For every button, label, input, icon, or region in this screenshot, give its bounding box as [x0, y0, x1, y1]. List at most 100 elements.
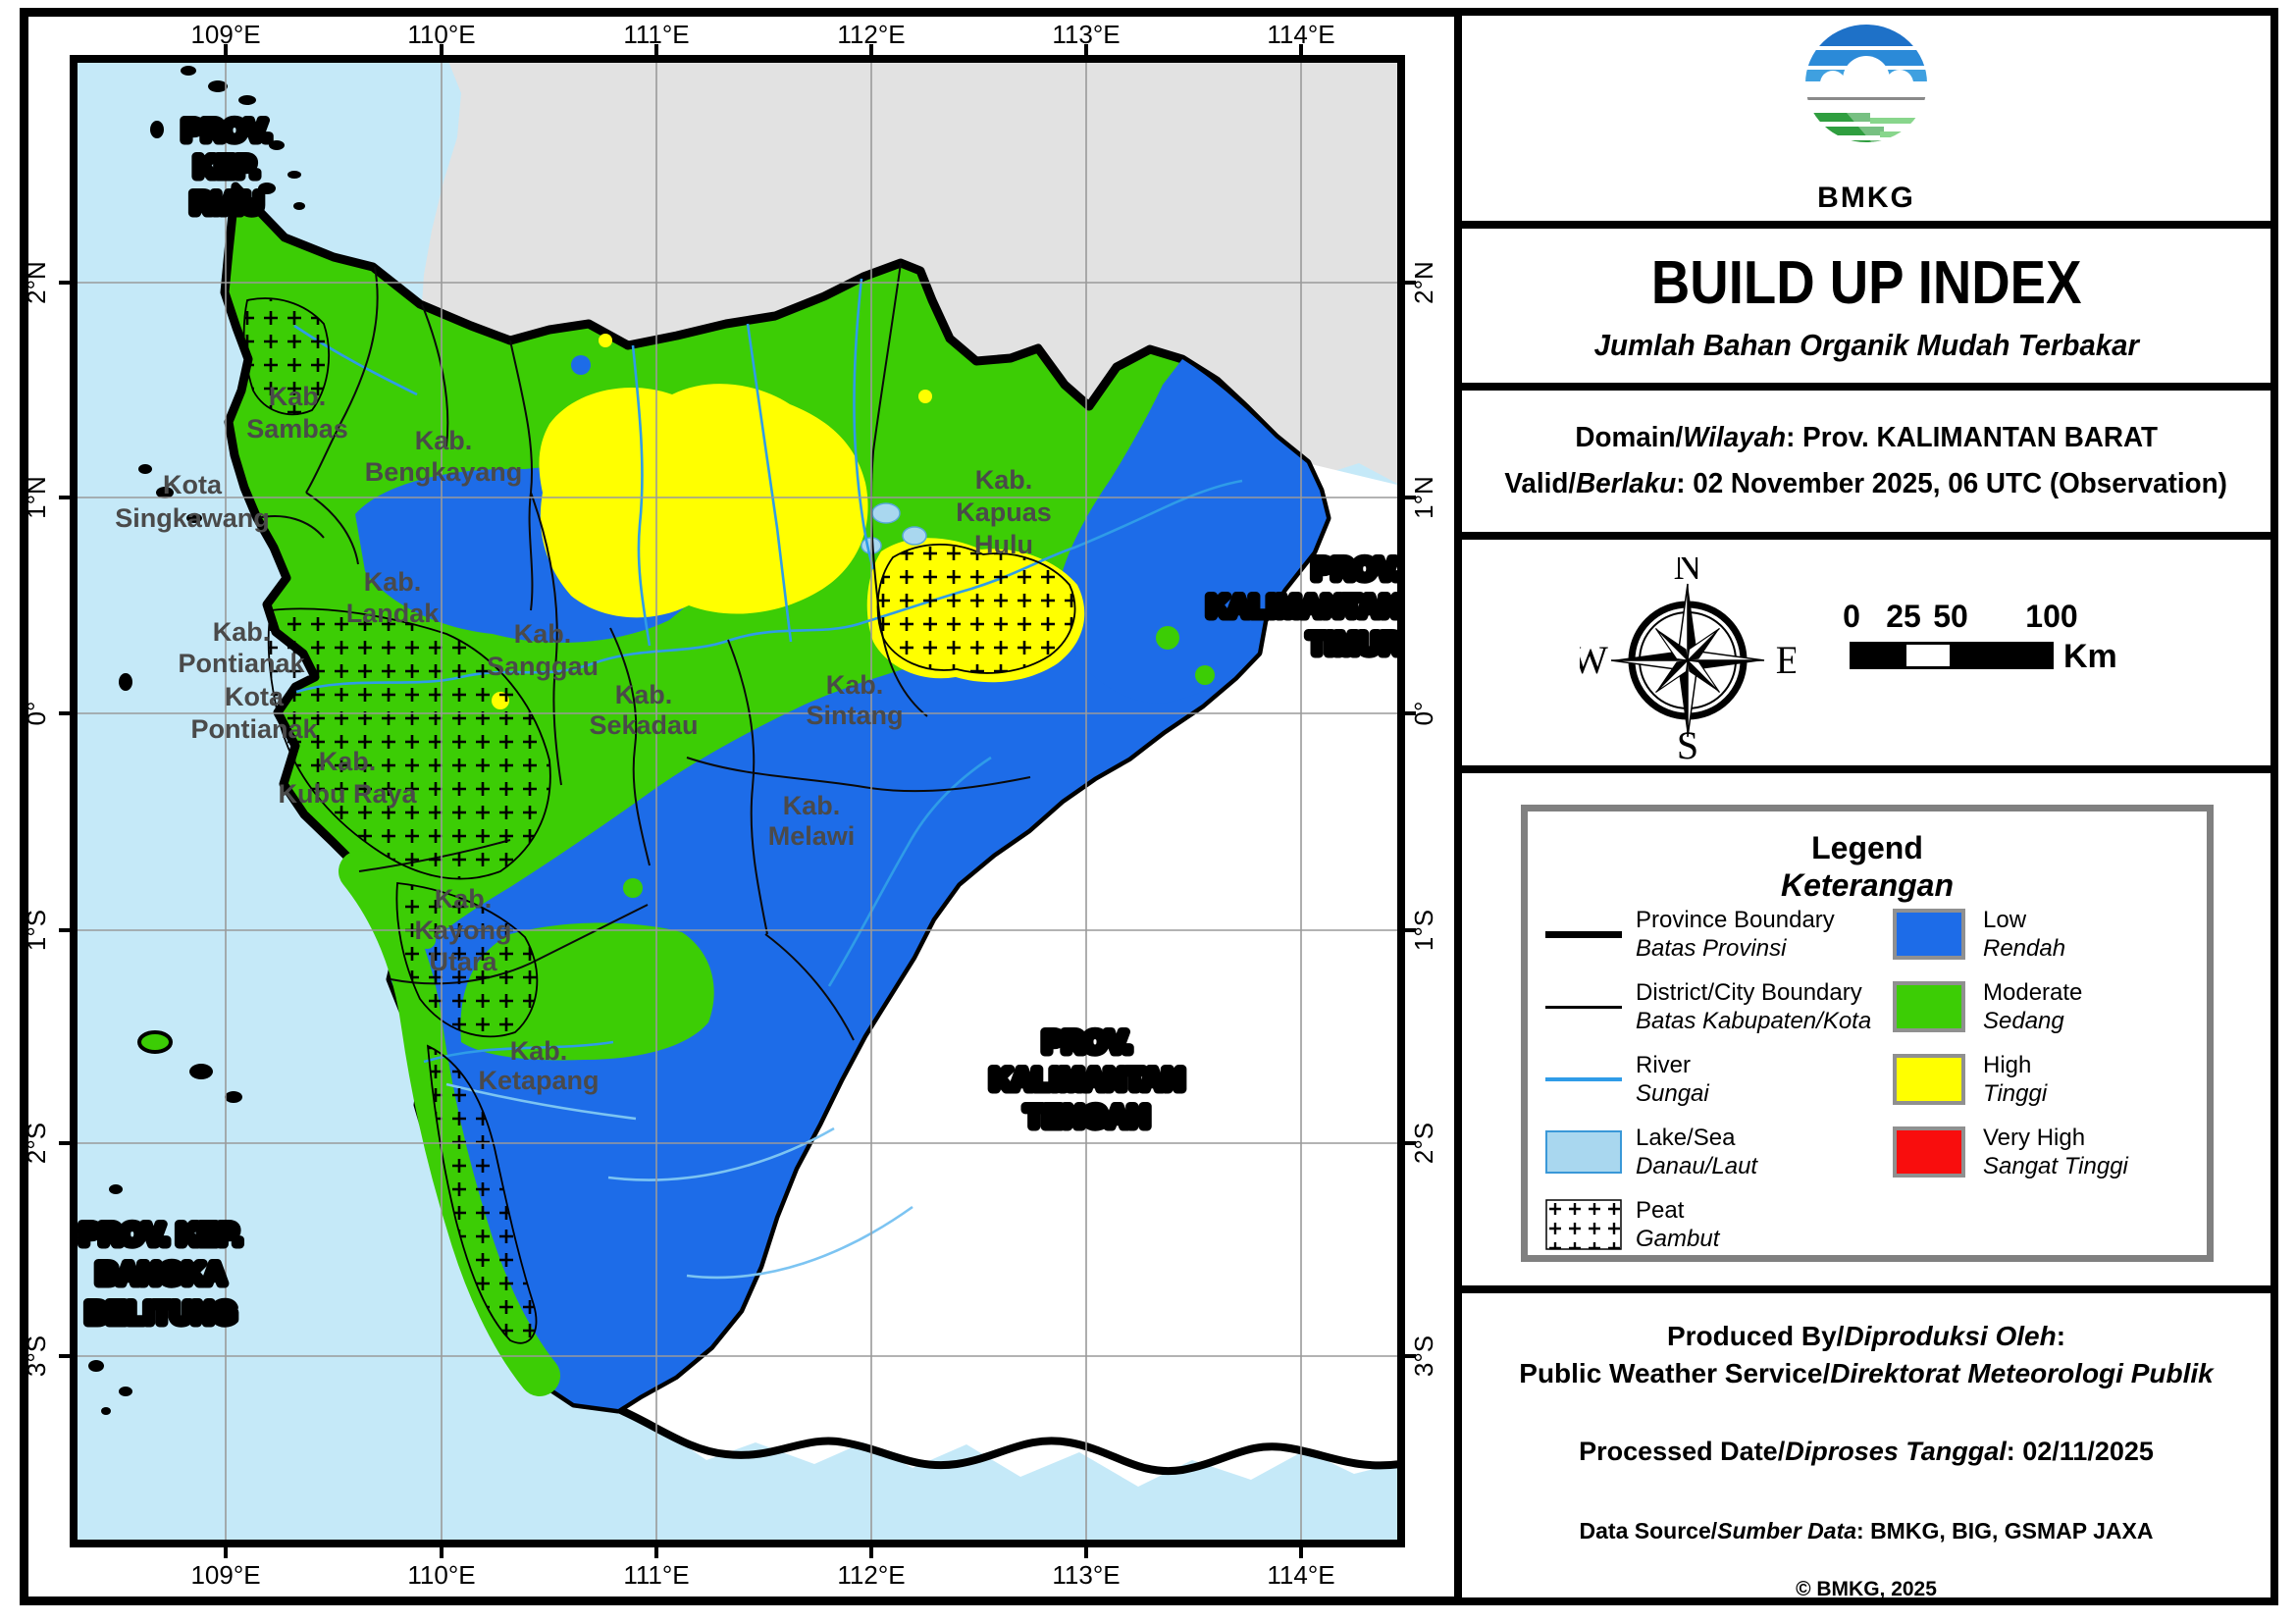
legend-label-id: Batas Kabupaten/Kota: [1636, 1008, 1872, 1034]
region-kalimantan-tengah-timur: [618, 463, 1401, 1487]
graticule-grid: [74, 59, 1401, 1544]
place-label-prov-kalimantan-tengah: TENGAH: [1025, 1101, 1150, 1133]
valid-prefix-id: Berlaku: [1576, 468, 1677, 499]
legend-left-column: Province Boundary Batas Provinsi District…: [1528, 906, 1893, 1253]
title-section: BUILD UP INDEX Jumlah Bahan Organik Muda…: [1454, 221, 2278, 391]
very-high-swatch: [1893, 1126, 1965, 1178]
legend-label-id: Sangat Tinggi: [1983, 1153, 2128, 1179]
region-malaysia: [422, 59, 1401, 486]
place-label-kab-kapuas-hulu: Kab.: [975, 465, 1033, 495]
legend-item-moderate: Moderate Sedang: [1893, 978, 2197, 1035]
place-label-kab-landak: Landak: [346, 599, 441, 628]
place-label-kab-kayong-utara: Utara: [429, 947, 497, 976]
south-coastline: [614, 1405, 1401, 1476]
scale-unit: Km: [2063, 638, 2117, 675]
scale-0: 0: [1843, 599, 1860, 634]
legend-label-id: Danau/Laut: [1636, 1153, 1758, 1179]
place-label-prov-kep-bangka-belitung: BANGKA: [96, 1258, 226, 1290]
place-label-kota-singkawang: Singkawang: [115, 503, 270, 533]
place-label-kab-sanggau: Sanggau: [487, 652, 599, 681]
place-label-prov-kep-riau: KEP.: [194, 151, 259, 183]
place-label-prov-kalimantan-tengah: KALIMANTAN: [990, 1064, 1184, 1096]
place-label-prov-kep-riau: RIAU: [190, 187, 262, 220]
lon-label: 109°E: [190, 1560, 260, 1590]
lake-sea-swatch: [1545, 1130, 1622, 1174]
processed-date-line: Processed Date/Diproses Tanggal: 02/11/2…: [1579, 1437, 2154, 1466]
valid-value: : 02 November 2025, 06 UTC (Observation): [1676, 468, 2228, 499]
lat-label: 1°S: [22, 910, 51, 951]
legend-item-peat: Peat Gambut: [1545, 1196, 1893, 1253]
peat-areas: [242, 297, 1076, 1344]
lat-label: 2°S: [22, 1123, 51, 1164]
lon-label: 114°E: [1267, 20, 1334, 49]
produced-by-line: Produced By/Diproduksi Oleh:: [1666, 1321, 2066, 1351]
domain-line: Domain/Wilayah: Prov. KALIMANTAN BARAT: [1575, 422, 2158, 454]
lat-label: 2°S: [1409, 1123, 1438, 1164]
copyright-line: © BMKG, 2025: [1796, 1578, 1937, 1600]
compass-w: W: [1580, 638, 1608, 682]
logo-section: BMKG: [1454, 8, 2278, 229]
compass-e: E: [1776, 638, 1796, 682]
place-label-kab-kayong-utara: Kayong: [414, 916, 511, 945]
place-label-kab-landak: Kab.: [364, 567, 422, 597]
place-label-prov-kalimantan-tengah: PROV.: [1043, 1026, 1132, 1059]
legend-label: Lake/Sea: [1636, 1125, 1736, 1151]
map-title: BUILD UP INDEX: [1650, 249, 2082, 317]
legend-label-id: Batas Provinsi: [1636, 935, 1787, 962]
valid-line: Valid/Berlaku: 02 November 2025, 06 UTC …: [1505, 468, 2228, 500]
province-boundary-swatch: [1545, 930, 1622, 938]
place-label-kab-sintang: Kab.: [826, 670, 884, 700]
legend-right-column: Low Rendah Moderate Sedang High Tinggi Very…: [1893, 906, 2197, 1253]
lon-label: 114°E: [1267, 1560, 1334, 1590]
high-swatch: [1893, 1054, 1965, 1105]
legend-item-river: River Sungai: [1545, 1051, 1893, 1108]
place-label-kab-sambas: Sambas: [246, 414, 348, 444]
map-subtitle: Jumlah Bahan Organik Mudah Terbakar: [1593, 328, 2139, 362]
legend-title-id: Keterangan: [1780, 867, 1955, 903]
legend-item-very-high: Very High Sangat Tinggi: [1893, 1124, 2197, 1180]
place-label-kota-pontianak: Pontianak: [190, 714, 318, 744]
lat-label: 3°S: [22, 1335, 51, 1377]
lon-label: 113°E: [1052, 1560, 1120, 1590]
scale-bar-graphic: Km: [1850, 638, 2242, 675]
lat-label: 0°: [1409, 702, 1438, 726]
legend-label-id: Rendah: [1983, 935, 2066, 962]
info-panel: BMKG BUILD UP INDEX Jumlah Bahan Organik…: [1454, 8, 2278, 1605]
place-label-kota-singkawang: Kota: [163, 470, 223, 499]
legend-label-id: Gambut: [1636, 1226, 1720, 1252]
river-swatch: [1545, 1077, 1622, 1081]
legend-label-id: Sedang: [1983, 1008, 2064, 1034]
legend-label: Very High: [1983, 1125, 2086, 1151]
place-label-kab-sintang: Sintang: [807, 701, 904, 730]
legend-title: Legend: [1811, 830, 1923, 865]
legend-label: Province Boundary: [1636, 907, 1835, 933]
axis-labels: 109°E 109°E 110°E 110°E 111°E 111°E 112°E 112°E…: [22, 20, 1438, 1590]
compass-section: N S E W 0 25 50 100 Km: [1454, 532, 2278, 773]
place-label-kab-kapuas-hulu: Kapuas: [956, 497, 1052, 527]
legend-item-province-boundary: Province Boundary Batas Provinsi: [1545, 906, 1893, 963]
place-label-kab-bengkayang: Bengkayang: [365, 457, 523, 487]
legend-label-id: Sungai: [1636, 1080, 1709, 1107]
domain-prefix: Domain/: [1575, 422, 1683, 453]
legend-item-low: Low Rendah: [1893, 906, 2197, 963]
place-label-kab-melawi: Melawi: [768, 821, 856, 851]
place-label-prov-kalimantan-timur: KALIMANTAN: [1207, 591, 1401, 623]
compass-n: N: [1674, 557, 1702, 588]
lon-label: 111°E: [623, 1560, 689, 1590]
logo-org-name: BMKG: [1817, 181, 1915, 214]
place-label-kab-ketapang: Kab.: [510, 1036, 568, 1066]
legend-label-id: Tinggi: [1983, 1080, 2048, 1107]
district-boundary-swatch: [1545, 1005, 1622, 1009]
place-label-kab-sekadau: Kab.: [615, 680, 673, 709]
domain-section: Domain/Wilayah: Prov. KALIMANTAN BARAT V…: [1454, 383, 2278, 540]
scale-25: 25: [1886, 599, 1921, 634]
compass-rose-icon: N S E W: [1571, 544, 1800, 768]
lat-label: 3°S: [1409, 1335, 1438, 1377]
legend-section: Legend Keterangan Province Boundary Batas…: [1454, 765, 2278, 1293]
lat-label: 1°N: [22, 476, 51, 519]
islands: [88, 66, 305, 1415]
place-label-prov-kalimantan-timur: PROV.: [1312, 553, 1401, 586]
place-labels: PROV. KEP. RIAU Kab. Sambas Kab. Bengkayang Kot…: [76, 111, 1406, 1335]
footer-section: Produced By/Diproduksi Oleh: Public Weat…: [1454, 1285, 2278, 1605]
scale-bar: 0 25 50 100 Km: [1843, 599, 2242, 675]
